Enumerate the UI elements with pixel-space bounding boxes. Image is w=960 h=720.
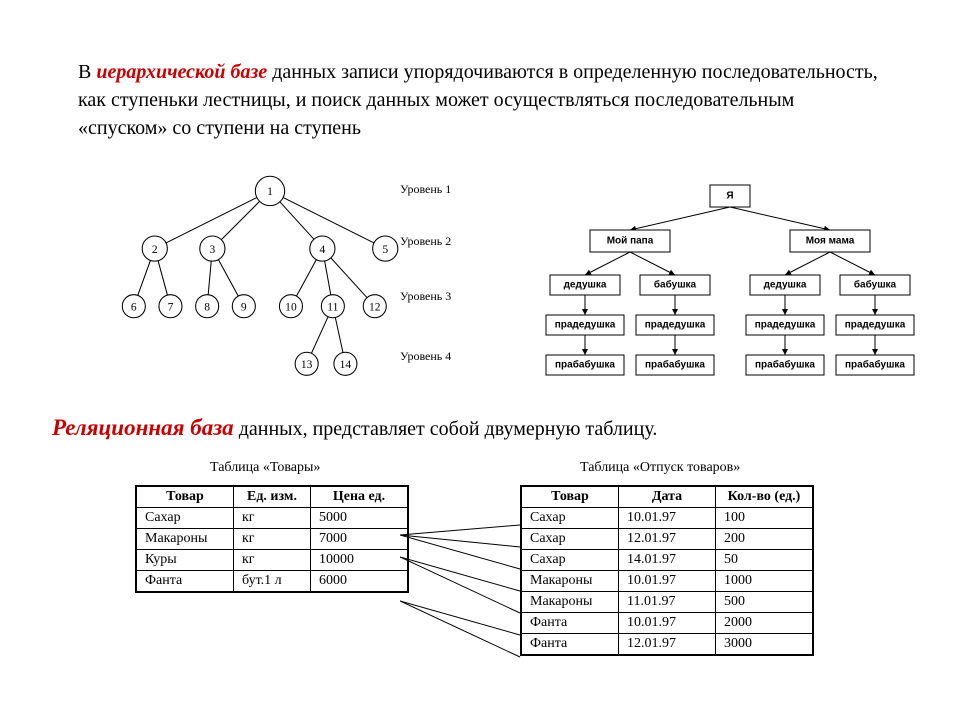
sales-cell: Сахар bbox=[521, 550, 619, 571]
table-row: Сахар10.01.97100 bbox=[521, 508, 813, 529]
family-node-label-ya: Я bbox=[726, 191, 733, 202]
products-cell: 6000 bbox=[311, 571, 409, 593]
relational-paragraph: Реляционная база данных, представляет со… bbox=[52, 415, 902, 441]
products-cell: Куры bbox=[136, 550, 234, 571]
relational-rest: данных, представляет собой двумерную таб… bbox=[234, 418, 658, 440]
family-node-label-pd2: прадедушка bbox=[645, 320, 706, 331]
family-node-label-pb4: прабабушка bbox=[845, 359, 905, 371]
sales-cell: 10.01.97 bbox=[619, 508, 716, 529]
sales-cell: Сахар bbox=[521, 529, 619, 550]
tree-node-label-14: 14 bbox=[340, 359, 352, 371]
sales-header-1: Дата bbox=[619, 486, 716, 508]
products-cell: 7000 bbox=[311, 529, 409, 550]
products-header-0: Товар bbox=[136, 486, 234, 508]
table-row: Фанта10.01.972000 bbox=[521, 613, 813, 634]
sales-cell: 12.01.97 bbox=[619, 529, 716, 550]
table-row: Сахаркг5000 bbox=[136, 508, 408, 529]
table-row: Курыкг10000 bbox=[136, 550, 408, 571]
sales-cell: Макароны bbox=[521, 592, 619, 613]
family-node-label-mama: Моя мама bbox=[806, 236, 855, 247]
table-row: Макароны11.01.97500 bbox=[521, 592, 813, 613]
products-cell: Фанта bbox=[136, 571, 234, 593]
table-row: Фанта12.01.973000 bbox=[521, 634, 813, 656]
family-tree: Я Мой папа Моя мама дедушка бабушка дедушка ба… bbox=[530, 170, 930, 390]
level-4-label: Уровень 4 bbox=[400, 350, 451, 362]
sales-cell: Фанта bbox=[521, 613, 619, 634]
tree-node-label-5: 5 bbox=[382, 244, 388, 256]
table-row: Сахар12.01.97200 bbox=[521, 529, 813, 550]
products-cell: Сахар bbox=[136, 508, 234, 529]
sales-cell: 12.01.97 bbox=[619, 634, 716, 656]
tree-node-label-3: 3 bbox=[209, 244, 215, 256]
sales-cell: 2000 bbox=[716, 613, 814, 634]
table-products: ТоварЕд. изм.Цена ед.Сахаркг5000Макароны… bbox=[135, 485, 409, 593]
table-connectors bbox=[400, 485, 530, 685]
sales-cell: 200 bbox=[716, 529, 814, 550]
level-3-label: Уровень 3 bbox=[400, 290, 451, 302]
tree-node-label-6: 6 bbox=[131, 301, 137, 313]
tree-node-label-11: 11 bbox=[327, 301, 338, 313]
products-header-1: Ед. изм. bbox=[234, 486, 311, 508]
sales-cell: 1000 bbox=[716, 571, 814, 592]
sales-header-0: Товар bbox=[521, 486, 619, 508]
sales-cell: Сахар bbox=[521, 508, 619, 529]
tree-node-label-10: 10 bbox=[285, 301, 297, 313]
intro-prefix: В bbox=[78, 61, 96, 83]
family-node-label-pd4: прадедушка bbox=[845, 320, 906, 331]
intro-highlight: иерархической базе bbox=[96, 61, 267, 83]
products-cell: бут.1 л bbox=[234, 571, 311, 593]
sales-cell: Макароны bbox=[521, 571, 619, 592]
sales-cell: 10.01.97 bbox=[619, 613, 716, 634]
sales-cell: 10.01.97 bbox=[619, 571, 716, 592]
table-row: Фантабут.1 л6000 bbox=[136, 571, 408, 593]
products-cell: 5000 bbox=[311, 508, 409, 529]
tree-node-label-12: 12 bbox=[369, 301, 381, 313]
intro-paragraph: В иерархической базе данных записи упоря… bbox=[78, 58, 888, 142]
table-row: Сахар14.01.9750 bbox=[521, 550, 813, 571]
family-node-label-papa: Мой папа bbox=[607, 236, 654, 247]
numeric-tree: 1234567891011121314 bbox=[90, 170, 450, 390]
tree-node-label-7: 7 bbox=[168, 301, 174, 313]
sales-cell: Фанта bbox=[521, 634, 619, 656]
table-row: Макароныкг7000 bbox=[136, 529, 408, 550]
sales-cell: 14.01.97 bbox=[619, 550, 716, 571]
family-node-label-pd1: прадедушка bbox=[555, 320, 616, 331]
products-cell: кг bbox=[234, 508, 311, 529]
family-node-label-bb2: бабушка bbox=[854, 279, 897, 291]
sales-cell: 3000 bbox=[716, 634, 814, 656]
tree-node-label-9: 9 bbox=[241, 301, 247, 313]
table2-caption: Таблица «Отпуск товаров» bbox=[580, 460, 740, 476]
products-cell: 10000 bbox=[311, 550, 409, 571]
table-sales: ТоварДатаКол-во (ед.)Сахар10.01.97100Сах… bbox=[520, 485, 814, 656]
family-node-label-dd1: дедушка bbox=[564, 280, 607, 291]
family-node-label-pb2: прабабушка bbox=[645, 359, 705, 371]
level-2-label: Уровень 2 bbox=[400, 235, 451, 247]
table-row: Макароны10.01.971000 bbox=[521, 571, 813, 592]
tree-node-label-4: 4 bbox=[319, 244, 325, 256]
tree-node-label-1: 1 bbox=[267, 186, 273, 198]
sales-cell: 500 bbox=[716, 592, 814, 613]
products-cell: кг bbox=[234, 550, 311, 571]
products-cell: Макароны bbox=[136, 529, 234, 550]
relational-highlight: Реляционная база bbox=[52, 415, 234, 440]
family-node-label-pb1: прабабушка bbox=[555, 359, 615, 371]
tree-node-label-13: 13 bbox=[301, 359, 313, 371]
sales-header-2: Кол-во (ед.) bbox=[716, 486, 814, 508]
sales-cell: 100 bbox=[716, 508, 814, 529]
table1-caption: Таблица «Товары» bbox=[210, 460, 320, 476]
family-node-label-pb3: прабабушка bbox=[755, 359, 815, 371]
family-node-label-dd2: дедушка bbox=[764, 280, 807, 291]
sales-cell: 50 bbox=[716, 550, 814, 571]
products-header-2: Цена ед. bbox=[311, 486, 409, 508]
products-cell: кг bbox=[234, 529, 311, 550]
tree-node-label-2: 2 bbox=[152, 244, 158, 256]
sales-cell: 11.01.97 bbox=[619, 592, 716, 613]
level-1-label: Уровень 1 bbox=[400, 183, 451, 195]
family-node-label-bb1: бабушка bbox=[654, 279, 697, 291]
family-node-label-pd3: прадедушка bbox=[755, 320, 816, 331]
tree-node-label-8: 8 bbox=[204, 301, 210, 313]
